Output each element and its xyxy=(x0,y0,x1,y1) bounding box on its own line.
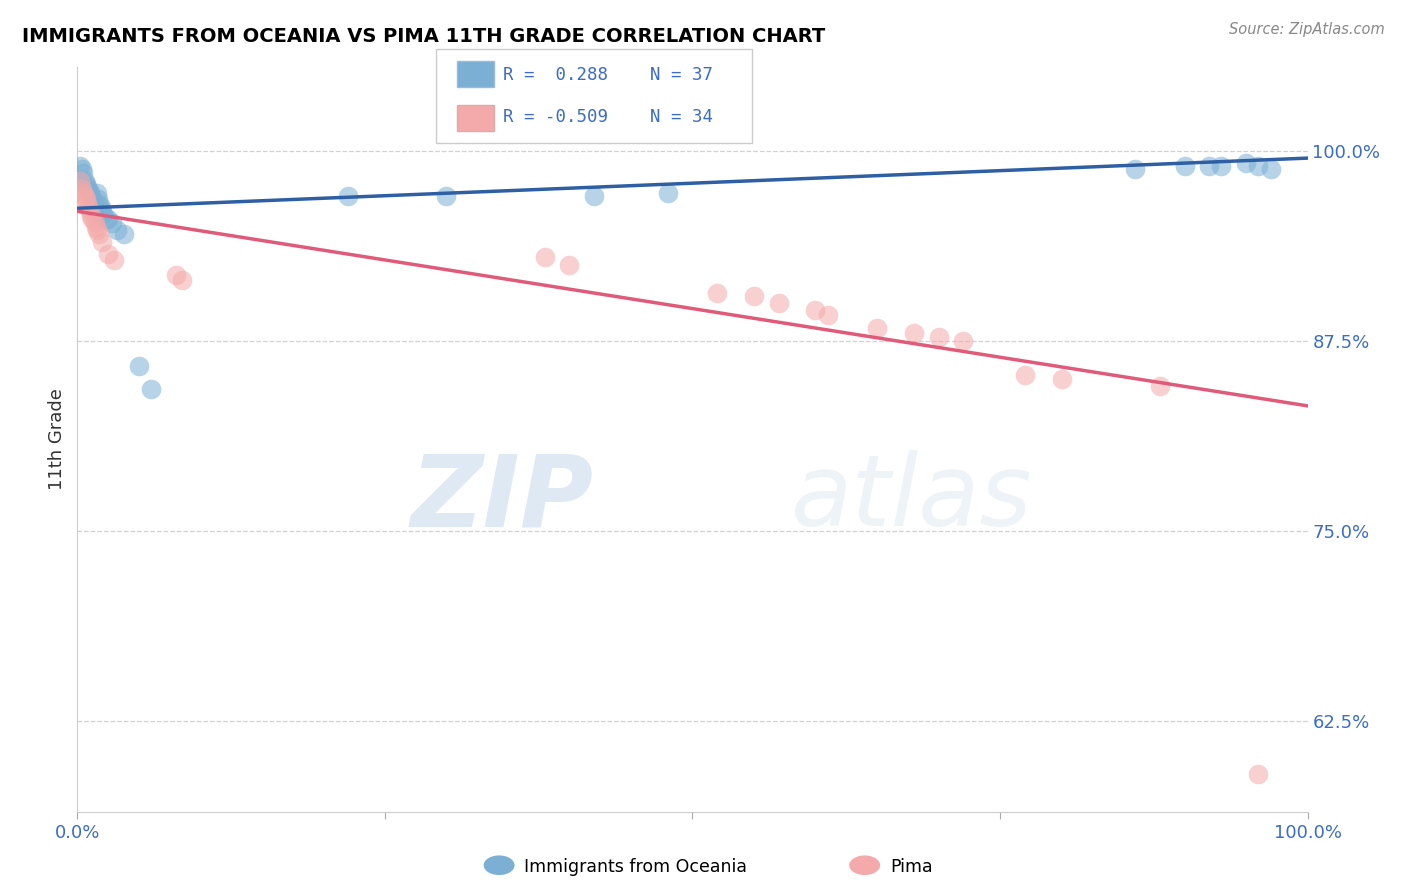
Point xyxy=(77,200,100,214)
Point xyxy=(73,174,96,188)
Text: Immigrants from Oceania: Immigrants from Oceania xyxy=(524,858,748,876)
Point xyxy=(82,192,104,206)
Point xyxy=(86,222,108,236)
Point xyxy=(90,235,114,249)
Point xyxy=(583,189,606,203)
Point xyxy=(77,181,100,195)
Point xyxy=(1149,379,1171,393)
Point xyxy=(94,211,117,226)
Point xyxy=(82,196,104,211)
Point xyxy=(768,295,790,310)
Point xyxy=(128,359,150,374)
Point xyxy=(742,289,765,303)
Point xyxy=(86,186,108,200)
Point xyxy=(80,189,103,203)
Point xyxy=(84,219,107,234)
Point xyxy=(70,181,93,195)
Point xyxy=(69,159,91,173)
Point xyxy=(69,174,91,188)
Point xyxy=(928,330,950,344)
Point xyxy=(804,303,827,318)
Point xyxy=(76,180,98,194)
Point xyxy=(79,204,101,219)
Point xyxy=(97,211,120,226)
Point xyxy=(1125,161,1147,176)
Text: IMMIGRANTS FROM OCEANIA VS PIMA 11TH GRADE CORRELATION CHART: IMMIGRANTS FROM OCEANIA VS PIMA 11TH GRA… xyxy=(22,27,825,45)
Point xyxy=(97,247,120,261)
Point xyxy=(952,334,974,348)
Point xyxy=(105,222,128,236)
Point xyxy=(1174,159,1197,173)
Point xyxy=(91,207,114,221)
Point xyxy=(70,161,93,176)
Point xyxy=(75,177,97,191)
Point xyxy=(82,211,104,226)
Point xyxy=(76,196,98,211)
Y-axis label: 11th Grade: 11th Grade xyxy=(48,388,66,491)
Point xyxy=(83,215,105,229)
Point xyxy=(89,227,111,241)
Point xyxy=(83,200,105,214)
Point xyxy=(1247,766,1270,780)
Point xyxy=(165,268,187,282)
Text: R =  0.288    N = 37: R = 0.288 N = 37 xyxy=(503,66,713,84)
Point xyxy=(101,217,124,231)
Text: Pima: Pima xyxy=(890,858,932,876)
Text: ZIP: ZIP xyxy=(411,450,595,548)
Point xyxy=(1198,159,1220,173)
Point xyxy=(103,252,125,267)
Point xyxy=(89,196,111,211)
Point xyxy=(337,189,360,203)
Point xyxy=(817,308,839,322)
Point xyxy=(79,185,101,199)
Point xyxy=(1014,368,1036,383)
Point xyxy=(73,189,96,203)
Point xyxy=(84,204,107,219)
Point xyxy=(141,382,163,396)
Point xyxy=(1260,161,1282,176)
Point xyxy=(866,321,889,335)
Text: atlas: atlas xyxy=(792,450,1032,548)
Point xyxy=(90,200,112,214)
Point xyxy=(1234,155,1257,169)
Text: R = -0.509    N = 34: R = -0.509 N = 34 xyxy=(503,108,713,126)
Point xyxy=(903,326,925,340)
Text: Source: ZipAtlas.com: Source: ZipAtlas.com xyxy=(1229,22,1385,37)
Point xyxy=(72,166,94,180)
Point xyxy=(706,286,728,301)
Point xyxy=(1050,371,1073,385)
Point xyxy=(657,186,679,200)
Point xyxy=(75,192,97,206)
Point xyxy=(534,250,557,264)
Point xyxy=(1247,159,1270,173)
Point xyxy=(436,189,458,203)
Point xyxy=(170,273,193,287)
Point xyxy=(558,258,581,272)
Point xyxy=(87,192,110,206)
Point xyxy=(90,204,114,219)
Point xyxy=(80,209,103,223)
Point xyxy=(112,227,135,241)
Point xyxy=(1211,159,1233,173)
Point xyxy=(72,186,94,200)
